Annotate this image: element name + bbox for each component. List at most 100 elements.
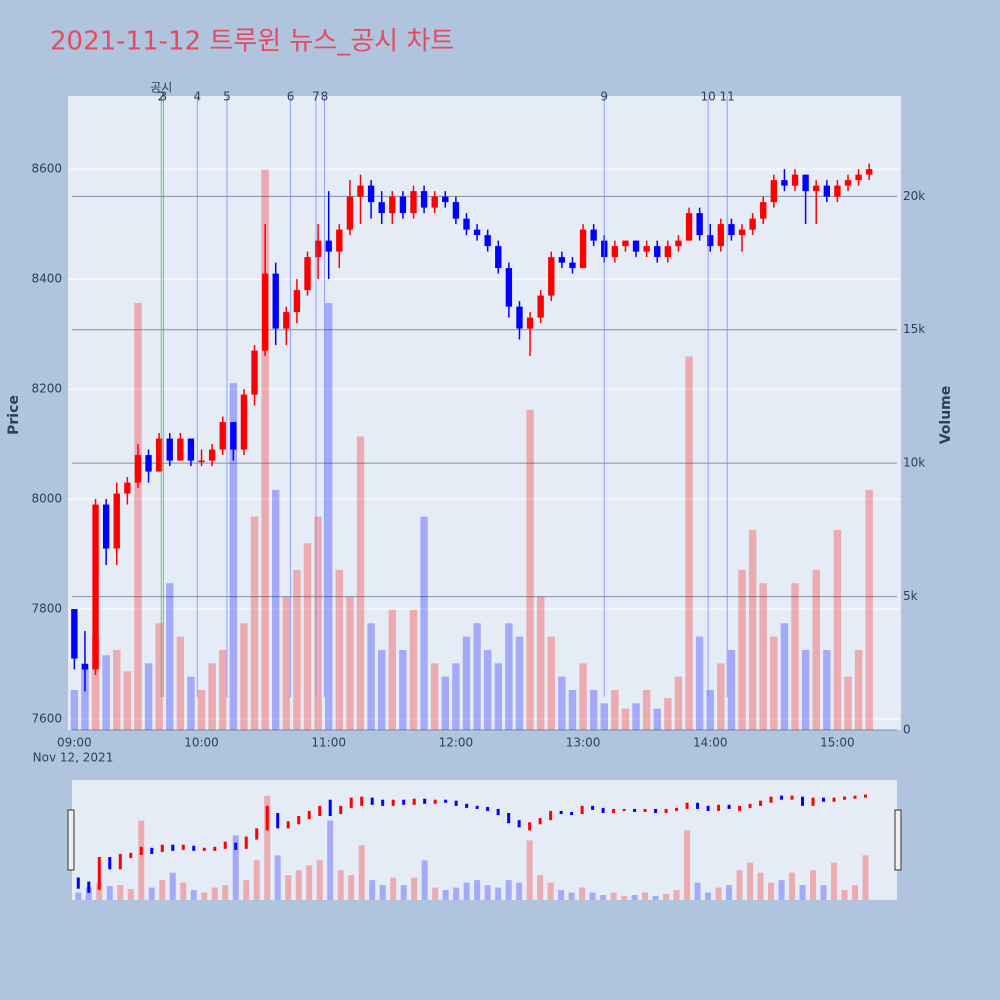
volume-bar bbox=[176, 636, 185, 730]
slider-handle[interactable] bbox=[67, 809, 75, 871]
volume-bar bbox=[674, 676, 683, 730]
candle-body bbox=[855, 174, 862, 181]
slider-volume-bar bbox=[358, 845, 365, 900]
slider-volume-bar bbox=[421, 860, 428, 900]
slider-volume-bar bbox=[631, 895, 638, 900]
slider-volume-bar bbox=[526, 840, 533, 900]
range-slider[interactable] bbox=[72, 780, 897, 900]
candle-body bbox=[92, 504, 99, 670]
candle-body bbox=[155, 438, 163, 472]
y-tick-label: 8200 bbox=[31, 382, 62, 396]
slider-volume-bar bbox=[736, 870, 743, 900]
volume-bar bbox=[430, 663, 439, 730]
volume-bar bbox=[611, 689, 619, 730]
candle-body bbox=[452, 202, 460, 219]
x-tick-label: 09:00 bbox=[57, 736, 92, 750]
volume-bar bbox=[208, 663, 216, 730]
candle-body bbox=[813, 185, 820, 192]
candle-body bbox=[707, 235, 714, 247]
slider-volume-bar bbox=[306, 865, 313, 900]
volume-bar bbox=[102, 655, 110, 730]
slider-volume-bar bbox=[432, 887, 439, 900]
volume-bar bbox=[409, 609, 418, 730]
slider-volume-bar bbox=[169, 872, 176, 900]
slider-handle[interactable] bbox=[894, 809, 902, 871]
candle-body bbox=[251, 350, 258, 395]
event-label: 11 bbox=[720, 90, 735, 104]
slider-volume-bar bbox=[505, 880, 512, 900]
candle-body bbox=[378, 202, 385, 214]
volume-bar bbox=[187, 676, 195, 730]
slider-volume-bar bbox=[474, 880, 481, 900]
volume-bar bbox=[706, 689, 714, 730]
candle-body bbox=[495, 246, 502, 269]
candle-body bbox=[304, 257, 311, 291]
slider-volume-bar bbox=[442, 890, 449, 900]
slider-volume-bar bbox=[253, 860, 260, 900]
slider-volume-bar bbox=[264, 795, 271, 900]
x-tick-label: 13:00 bbox=[566, 736, 601, 750]
y-tick-label: 8600 bbox=[31, 162, 62, 176]
disclosure-label: 공시 bbox=[150, 81, 172, 95]
slider-volume-bar bbox=[348, 875, 355, 900]
candle-body bbox=[505, 268, 513, 307]
slider-volume-bar bbox=[138, 820, 145, 900]
y-tick-label: 7600 bbox=[31, 712, 62, 726]
candle-body bbox=[399, 196, 407, 214]
slider-volume-bar bbox=[558, 890, 565, 900]
slider-volume-bar bbox=[810, 870, 817, 900]
plot-area bbox=[68, 96, 901, 730]
volume-bar bbox=[568, 689, 577, 730]
candle-body bbox=[325, 240, 332, 252]
volume-bar bbox=[727, 649, 736, 730]
y2-axis-title: Volume bbox=[938, 386, 954, 445]
volume-bar bbox=[717, 663, 725, 730]
volume-bar bbox=[770, 636, 778, 730]
volume-bar bbox=[346, 596, 354, 730]
candle-body bbox=[844, 180, 852, 186]
slider-volume-bar bbox=[295, 870, 302, 900]
volume-bar bbox=[441, 676, 449, 730]
slider-volume-bar bbox=[211, 887, 218, 900]
volume-bar bbox=[589, 689, 598, 730]
candle-body bbox=[611, 246, 619, 258]
slider-volume-bar bbox=[589, 892, 596, 900]
candle-body bbox=[675, 240, 682, 247]
volume-bar bbox=[303, 543, 312, 730]
event-label: 5 bbox=[223, 90, 231, 104]
volume-bar bbox=[81, 663, 89, 730]
candle-body bbox=[166, 438, 173, 461]
candle-body bbox=[145, 455, 152, 472]
candle-body bbox=[314, 240, 322, 258]
candle-body bbox=[548, 257, 555, 296]
slider-volume-bar bbox=[537, 875, 544, 900]
volume-bar bbox=[844, 676, 852, 730]
candle-body bbox=[866, 169, 873, 175]
candle-body bbox=[208, 449, 216, 461]
x-tick-label: 14:00 bbox=[693, 736, 728, 750]
candle-body bbox=[834, 185, 841, 197]
event-label: 10 bbox=[700, 90, 715, 104]
volume-bar bbox=[865, 489, 873, 730]
volume-bar bbox=[547, 636, 555, 730]
slider-volume-bar bbox=[831, 862, 838, 900]
volume-bar bbox=[144, 663, 153, 730]
y2-tick-label: 10k bbox=[903, 456, 925, 470]
slider-volume-bar bbox=[705, 892, 712, 900]
volume-bar bbox=[377, 649, 386, 730]
volume-bar bbox=[536, 596, 545, 730]
y2-tick-label: 20k bbox=[903, 189, 925, 203]
slider-volume-bar bbox=[862, 855, 869, 900]
candle-body bbox=[632, 240, 640, 252]
slider-volume-bar bbox=[610, 892, 617, 900]
volume-bar bbox=[197, 689, 206, 730]
slider-volume-bar bbox=[799, 885, 806, 900]
y-tick-label: 8400 bbox=[31, 272, 62, 286]
slider-volume-bar bbox=[768, 882, 775, 900]
volume-bar bbox=[600, 703, 608, 730]
volume-bar bbox=[250, 516, 259, 730]
slider-volume-bar bbox=[75, 892, 82, 900]
volume-bar bbox=[91, 636, 100, 730]
candle-body bbox=[410, 191, 417, 214]
